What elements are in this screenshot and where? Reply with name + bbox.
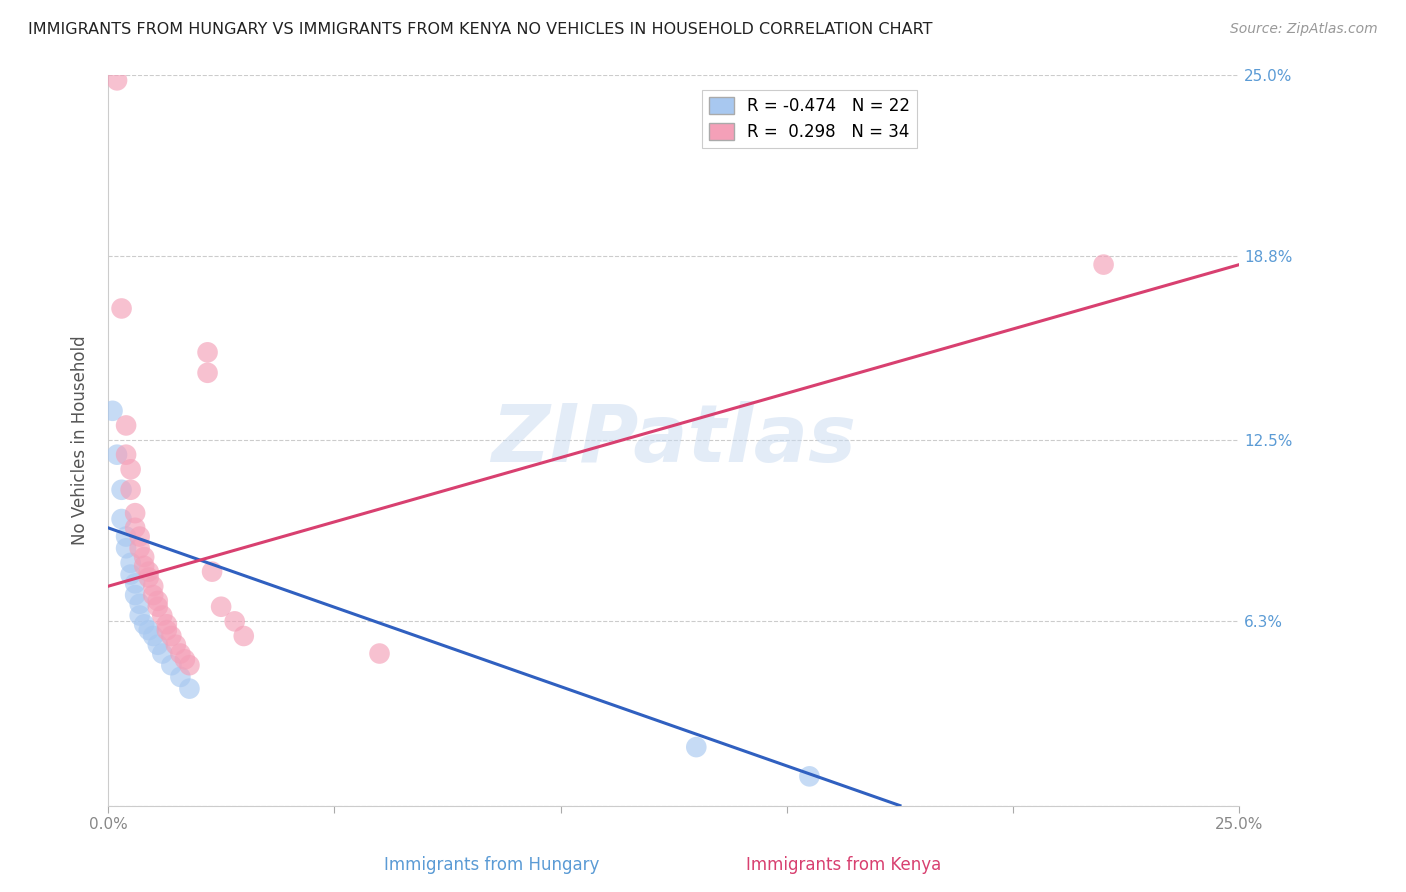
Point: [179, 658, 201, 673]
Point: [120, 462, 142, 476]
Point: [128, 530, 150, 544]
Point: [685, 740, 707, 755]
Point: [156, 617, 179, 632]
Text: Source: ZipAtlas.com: Source: ZipAtlas.com: [1230, 22, 1378, 37]
Point: [146, 599, 169, 614]
Point: [169, 670, 191, 684]
Point: [128, 541, 150, 556]
Point: [799, 769, 821, 783]
Point: [138, 623, 160, 637]
Point: [124, 506, 146, 520]
Point: [120, 567, 142, 582]
Point: [224, 615, 246, 629]
Point: [179, 681, 201, 696]
Text: IMMIGRANTS FROM HUNGARY VS IMMIGRANTS FROM KENYA NO VEHICLES IN HOUSEHOLD CORREL: IMMIGRANTS FROM HUNGARY VS IMMIGRANTS FR…: [28, 22, 932, 37]
Point: [150, 647, 173, 661]
Point: [368, 647, 391, 661]
Point: [160, 629, 183, 643]
Point: [128, 608, 150, 623]
Point: [124, 588, 146, 602]
Point: [232, 629, 254, 643]
Point: [110, 301, 132, 316]
Point: [115, 448, 138, 462]
Point: [120, 556, 142, 570]
Point: [142, 579, 165, 593]
Point: [201, 565, 224, 579]
Point: [101, 404, 124, 418]
Point: [142, 588, 165, 602]
Point: [197, 345, 219, 359]
Text: Immigrants from Hungary: Immigrants from Hungary: [384, 855, 600, 873]
Point: [134, 549, 156, 564]
Point: [110, 483, 132, 497]
Point: [169, 647, 191, 661]
Point: [160, 658, 183, 673]
Point: [146, 638, 169, 652]
Point: [115, 530, 138, 544]
Point: [105, 73, 128, 87]
Point: [209, 599, 232, 614]
Point: [142, 629, 165, 643]
Point: [115, 418, 138, 433]
Point: [197, 366, 219, 380]
Y-axis label: No Vehicles in Household: No Vehicles in Household: [72, 335, 89, 545]
Point: [134, 558, 156, 573]
Text: ZIPatlas: ZIPatlas: [491, 401, 856, 479]
Point: [138, 565, 160, 579]
Point: [115, 541, 138, 556]
Point: [110, 512, 132, 526]
Point: [124, 521, 146, 535]
Point: [156, 623, 179, 637]
Point: [1092, 258, 1115, 272]
Point: [146, 594, 169, 608]
Point: [165, 638, 187, 652]
Point: [120, 483, 142, 497]
Point: [105, 448, 128, 462]
Point: [138, 570, 160, 584]
Legend: R = -0.474   N = 22, R =  0.298   N = 34: R = -0.474 N = 22, R = 0.298 N = 34: [702, 90, 917, 148]
Text: Immigrants from Kenya: Immigrants from Kenya: [747, 855, 941, 873]
Point: [174, 652, 197, 666]
Point: [150, 608, 173, 623]
Point: [124, 576, 146, 591]
Point: [128, 597, 150, 611]
Point: [134, 617, 156, 632]
